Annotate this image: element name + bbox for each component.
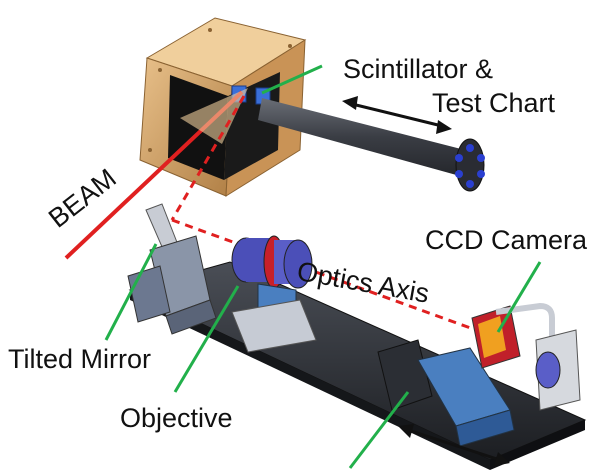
tilted-mirror-label: Tilted Mirror bbox=[8, 344, 152, 374]
objective-assembly bbox=[231, 235, 317, 353]
scintillator-pointer bbox=[261, 64, 323, 95]
objective-label: Objective bbox=[120, 403, 233, 433]
scintillator-label: Scintillator & bbox=[343, 54, 494, 84]
camera-translation-stage bbox=[377, 339, 515, 447]
tilted-mirror-mount bbox=[127, 203, 217, 335]
test-chart-label: Test Chart bbox=[432, 88, 556, 118]
extension-tube bbox=[258, 98, 485, 192]
ccd-camera bbox=[471, 302, 581, 411]
beam-line bbox=[64, 88, 248, 260]
ccd-camera-label: CCD Camera bbox=[425, 225, 588, 255]
stage-pointer bbox=[348, 391, 410, 469]
ccd-camera-pointer bbox=[496, 261, 542, 333]
optical-path bbox=[170, 95, 477, 332]
objective-pointer bbox=[173, 285, 240, 393]
camera-translation-arrow bbox=[398, 424, 510, 466]
tilted-mirror-pointer bbox=[104, 243, 158, 341]
test-chart-translation-arrow bbox=[342, 96, 452, 134]
